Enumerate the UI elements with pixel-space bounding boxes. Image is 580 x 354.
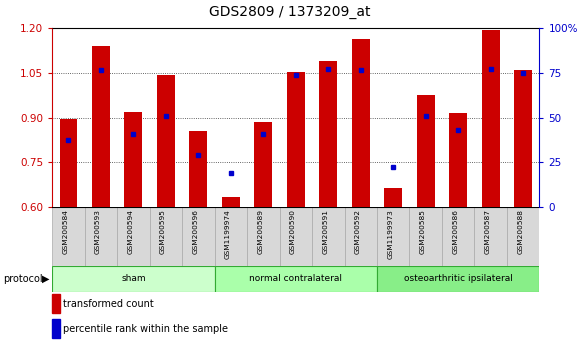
Text: transformed count: transformed count (63, 299, 153, 309)
Text: GSM200594: GSM200594 (128, 209, 133, 254)
Text: GSM200595: GSM200595 (160, 209, 166, 254)
Text: sham: sham (121, 274, 146, 283)
Bar (117, 207, 150, 266)
Bar (352, 39, 369, 207)
Text: GSM1199973: GSM1199973 (387, 209, 393, 258)
Text: GSM1199974: GSM1199974 (225, 209, 231, 258)
Bar (417, 95, 434, 207)
Bar (85, 207, 117, 266)
Text: GSM200591: GSM200591 (322, 209, 328, 254)
Bar (215, 266, 377, 292)
Text: GSM200593: GSM200593 (95, 209, 101, 254)
Bar (92, 46, 110, 207)
Bar (514, 70, 532, 207)
Bar (450, 113, 467, 207)
Bar (320, 61, 337, 207)
Bar (409, 207, 442, 266)
Text: normal contralateral: normal contralateral (249, 274, 342, 283)
Bar (312, 207, 345, 266)
Bar (215, 207, 247, 266)
Text: ▶: ▶ (42, 274, 50, 284)
Text: GSM200584: GSM200584 (63, 209, 68, 254)
Bar (52, 207, 85, 266)
Bar (474, 207, 507, 266)
Bar (222, 197, 240, 207)
Text: GSM200589: GSM200589 (258, 209, 263, 254)
Bar (280, 207, 312, 266)
Bar (157, 74, 175, 207)
Text: protocol: protocol (3, 274, 42, 284)
Text: GSM200587: GSM200587 (485, 209, 491, 254)
Bar (377, 266, 539, 292)
Bar (125, 112, 142, 207)
Bar (60, 119, 77, 207)
Bar (190, 131, 207, 207)
Text: GSM200592: GSM200592 (355, 209, 361, 254)
Text: percentile rank within the sample: percentile rank within the sample (63, 324, 227, 334)
Bar (52, 266, 215, 292)
Text: osteoarthritic ipsilateral: osteoarthritic ipsilateral (404, 274, 513, 283)
Bar (345, 207, 377, 266)
Bar (287, 72, 305, 207)
Text: GSM200585: GSM200585 (420, 209, 426, 254)
Bar (150, 207, 182, 266)
Bar (442, 207, 474, 266)
Text: GSM200586: GSM200586 (452, 209, 458, 254)
Bar (255, 122, 272, 207)
Text: GDS2809 / 1373209_at: GDS2809 / 1373209_at (209, 5, 371, 19)
Bar (377, 207, 409, 266)
Text: GSM200590: GSM200590 (290, 209, 296, 254)
Text: GSM200596: GSM200596 (193, 209, 198, 254)
Bar (247, 207, 280, 266)
Bar (385, 188, 402, 207)
Text: GSM200588: GSM200588 (517, 209, 523, 254)
Bar (182, 207, 215, 266)
Bar (507, 207, 539, 266)
Bar (482, 30, 499, 207)
